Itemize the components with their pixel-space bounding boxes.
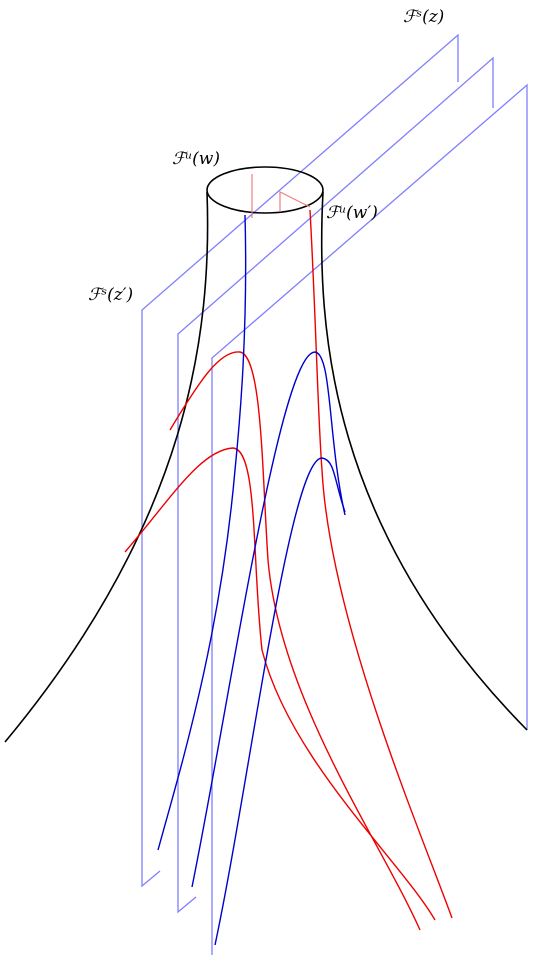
label: ℱᵘ(w′): [326, 203, 378, 223]
stable-curve: [157, 214, 247, 851]
label: ℱˢ(z): [403, 7, 444, 27]
unstable-curve: [124, 447, 436, 921]
stable-curve: [191, 351, 346, 888]
stable-leaf-plane: [141, 33, 459, 888]
stable-leaf-plane: [177, 56, 494, 914]
stable-curve: [214, 457, 346, 946]
unstable-curve: [169, 351, 421, 931]
unstable-curve: [309, 209, 453, 919]
tube-top: [206, 166, 324, 214]
stable-leaf-plane: [211, 83, 528, 955]
label: ℱˢ(z′): [88, 285, 133, 305]
tube-side: [4, 191, 209, 743]
tube-side: [320, 191, 528, 731]
label: ℱᵘ(w): [172, 149, 220, 169]
inner-mark: [279, 191, 311, 212]
